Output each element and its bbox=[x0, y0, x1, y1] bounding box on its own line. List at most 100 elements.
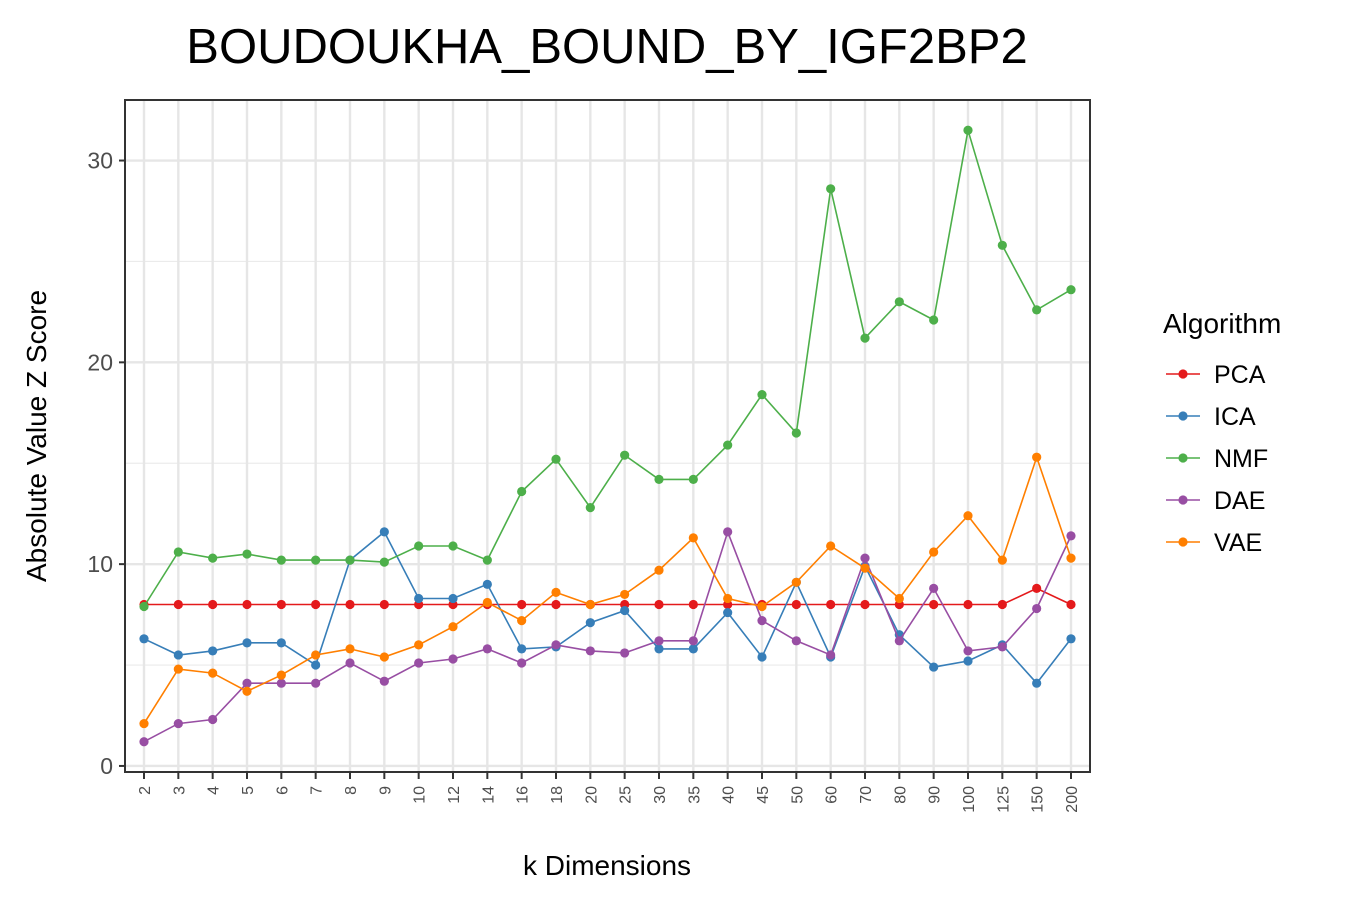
series-line-ica bbox=[143, 530, 1072, 685]
x-tick-label: 5 bbox=[240, 786, 257, 795]
point-nmf bbox=[585, 503, 595, 513]
legend-label-ica: ICA bbox=[1214, 403, 1256, 431]
point-dae bbox=[860, 553, 870, 563]
point-vae bbox=[448, 622, 458, 632]
legend-label-nmf: NMF bbox=[1214, 445, 1268, 473]
series-layer bbox=[139, 125, 1076, 747]
point-pca bbox=[311, 599, 321, 610]
point-dae bbox=[826, 650, 836, 660]
point-nmf bbox=[345, 555, 355, 565]
point-nmf bbox=[311, 555, 321, 565]
point-pca bbox=[173, 599, 183, 610]
point-ica bbox=[173, 650, 183, 660]
legend-point-pca bbox=[1178, 369, 1188, 379]
point-vae bbox=[517, 616, 527, 626]
point-nmf bbox=[379, 557, 389, 567]
x-tick-label: 25 bbox=[618, 786, 635, 804]
x-tick-label: 90 bbox=[927, 786, 944, 804]
chart-title: BOUDOUKHA_BOUND_BY_IGF2BP2 bbox=[186, 20, 1027, 74]
point-nmf bbox=[276, 555, 286, 565]
x-tick-label: 200 bbox=[1064, 786, 1081, 813]
legend-point-ica bbox=[1178, 411, 1188, 421]
series-line-vae bbox=[143, 454, 1072, 725]
point-vae bbox=[688, 533, 698, 543]
x-tick-label: 6 bbox=[274, 786, 291, 795]
point-nmf bbox=[448, 541, 458, 551]
point-ica bbox=[517, 644, 527, 654]
point-pca bbox=[276, 599, 286, 610]
legend-point-vae bbox=[1178, 537, 1188, 547]
x-axis: 2 3 4 5 6 7 8 9 10 12 14 16 18 20 25 30 35 40 45 50 60 70 80 90… bbox=[137, 772, 1081, 813]
y-tick-label: 0 bbox=[100, 753, 113, 779]
point-vae bbox=[723, 593, 733, 604]
point-vae bbox=[208, 668, 218, 678]
x-tick-label: 150 bbox=[1030, 786, 1047, 813]
point-dae bbox=[311, 678, 321, 688]
point-ica bbox=[723, 607, 733, 618]
point-ica bbox=[688, 644, 698, 654]
point-ica bbox=[276, 638, 286, 648]
point-dae bbox=[791, 636, 801, 646]
point-ica bbox=[482, 579, 492, 589]
x-axis-title: k Dimensions bbox=[523, 850, 691, 881]
series-line-nmf bbox=[143, 130, 1072, 607]
x-tick-label: 3 bbox=[171, 786, 188, 795]
point-pca bbox=[860, 599, 870, 610]
x-tick-label: 2 bbox=[137, 786, 154, 795]
point-nmf bbox=[723, 440, 733, 450]
point-nmf bbox=[826, 184, 836, 194]
point-nmf bbox=[860, 333, 870, 343]
point-pca bbox=[1032, 583, 1042, 593]
point-dae bbox=[448, 654, 458, 664]
x-tick-label: 12 bbox=[446, 786, 463, 804]
point-dae bbox=[963, 646, 973, 656]
point-ica bbox=[139, 634, 149, 644]
point-dae bbox=[654, 636, 664, 646]
point-ica bbox=[311, 660, 321, 670]
point-ica bbox=[242, 638, 252, 648]
point-pca bbox=[826, 599, 836, 610]
point-ica bbox=[448, 593, 458, 604]
x-tick-label: 14 bbox=[480, 786, 497, 804]
point-ica bbox=[963, 656, 973, 666]
point-dae bbox=[379, 676, 389, 686]
y-tick-label: 20 bbox=[87, 349, 113, 375]
legend-point-dae bbox=[1178, 495, 1188, 505]
point-dae bbox=[482, 644, 492, 654]
legend-point-nmf bbox=[1178, 453, 1188, 463]
x-tick-label: 10 bbox=[412, 786, 429, 804]
point-vae bbox=[929, 547, 939, 557]
point-nmf bbox=[688, 474, 698, 484]
series-line-pca bbox=[144, 587, 1072, 606]
point-vae bbox=[1066, 553, 1076, 563]
point-dae bbox=[1032, 603, 1042, 614]
point-ica bbox=[1032, 678, 1042, 688]
point-nmf bbox=[242, 549, 252, 559]
point-dae bbox=[688, 636, 698, 646]
x-tick-label: 35 bbox=[686, 786, 703, 804]
y-axis-title: Absolute Value Z Score bbox=[21, 290, 52, 582]
point-pca bbox=[688, 599, 698, 610]
point-vae bbox=[173, 664, 183, 674]
point-nmf bbox=[757, 390, 767, 400]
x-tick-label: 80 bbox=[892, 786, 909, 804]
major-gridlines bbox=[125, 100, 1090, 772]
point-pca bbox=[517, 599, 527, 610]
x-tick-label: 20 bbox=[583, 786, 600, 804]
point-vae bbox=[139, 718, 149, 729]
point-nmf bbox=[1066, 285, 1076, 295]
x-tick-label: 9 bbox=[377, 786, 394, 795]
point-ica bbox=[929, 662, 939, 672]
point-vae bbox=[860, 563, 870, 573]
minor-gridlines bbox=[125, 260, 1090, 666]
x-tick-label: 60 bbox=[824, 786, 841, 804]
point-ica bbox=[379, 527, 389, 537]
point-dae bbox=[551, 640, 561, 650]
x-tick-label: 30 bbox=[652, 786, 669, 804]
x-tick-label: 125 bbox=[995, 786, 1012, 813]
x-tick-label: 4 bbox=[206, 786, 223, 795]
point-dae bbox=[139, 737, 149, 747]
point-dae bbox=[997, 642, 1007, 652]
point-ica bbox=[757, 652, 767, 662]
